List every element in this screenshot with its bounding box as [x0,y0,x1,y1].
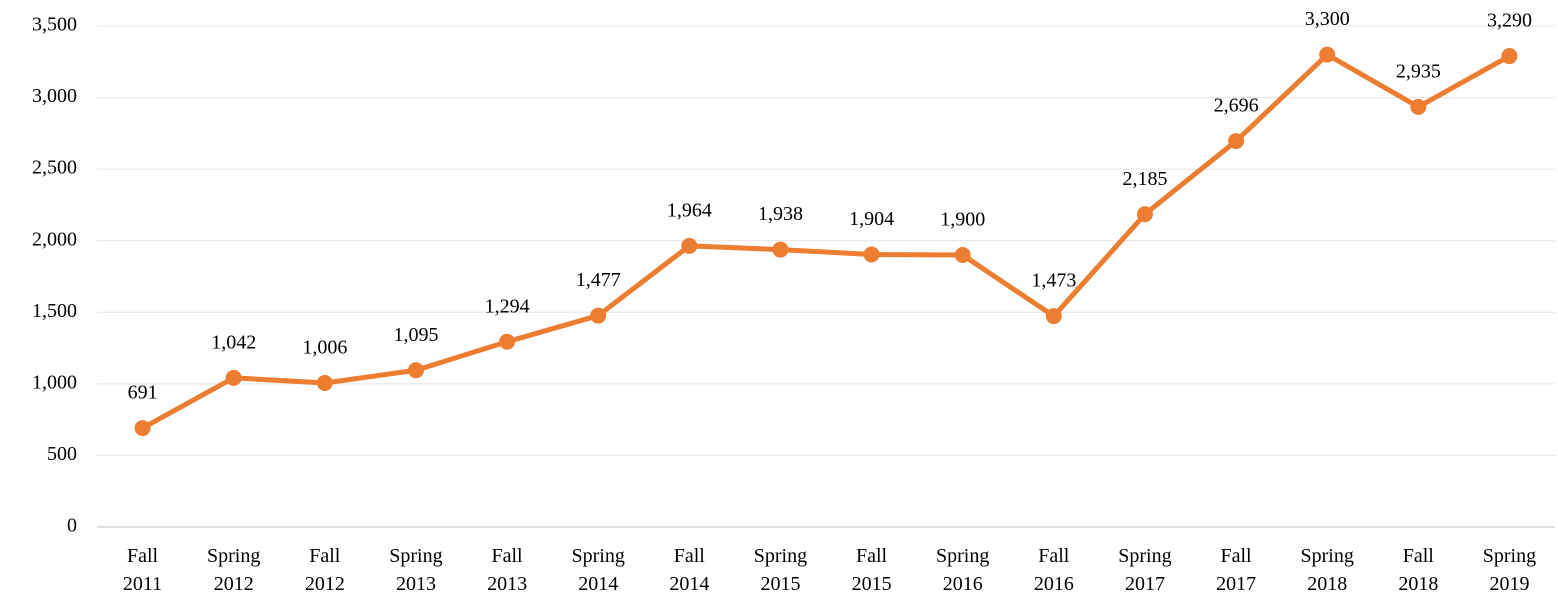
x-tick-label: Fall 2018 [1398,545,1438,595]
data-point [316,374,333,391]
x-tick-label: Spring 2013 [389,545,442,595]
data-point [772,241,789,258]
x-tick-label: Fall 2016 [1034,545,1074,595]
data-label: 1,006 [302,337,347,359]
data-point [863,246,880,263]
data-point [681,237,698,254]
x-tick-label: Fall 2017 [1216,545,1256,595]
data-label: 1,938 [758,203,803,225]
data-point [1410,98,1427,115]
x-tick-label: Fall 2011 [123,545,162,595]
data-label: 1,473 [1031,270,1076,292]
data-label: 3,300 [1305,8,1350,30]
x-tick-label: Fall 2014 [669,545,709,595]
data-point [590,307,607,324]
y-tick-label: 0 [67,515,77,537]
data-point [1319,46,1336,63]
x-tick-label: Spring 2014 [572,545,625,595]
data-point [1228,133,1245,150]
y-tick-label: 1,000 [32,371,77,393]
data-label: 1,964 [667,199,712,221]
data-label: 1,095 [393,324,438,346]
data-label: 1,294 [485,295,530,317]
data-label: 1,900 [940,209,985,231]
y-tick-label: 3,000 [32,85,77,107]
data-point [1136,206,1153,223]
data-label: 2,696 [1214,95,1259,117]
data-point [225,369,242,386]
data-label: 1,477 [576,269,621,291]
data-point [407,362,424,379]
data-label: 2,935 [1396,60,1441,82]
x-tick-label: Fall 2015 [852,545,892,595]
x-tick-label: Spring 2017 [1118,545,1171,595]
x-tick-label: Fall 2012 [305,545,345,595]
data-label: 1,042 [211,331,256,353]
data-label: 2,185 [1122,168,1167,190]
data-point [134,420,151,437]
data-point [499,333,516,350]
data-label: 1,904 [849,208,894,230]
y-tick-label: 2,000 [32,228,77,250]
y-tick-label: 3,500 [32,14,77,36]
x-tick-label: Fall 2013 [487,545,527,595]
x-tick-label: Spring 2016 [936,545,989,595]
y-tick-label: 500 [47,443,77,465]
x-tick-label: Spring 2019 [1483,545,1536,595]
data-point [954,247,971,264]
data-label: 3,290 [1487,10,1532,32]
y-tick-label: 1,500 [32,300,77,322]
y-tick-label: 2,500 [32,157,77,179]
x-tick-label: Spring 2012 [207,545,260,595]
data-point [1501,48,1518,65]
x-tick-label: Spring 2015 [754,545,807,595]
data-point [1045,308,1062,325]
data-line [141,52,1511,431]
data-label: 691 [128,382,158,404]
x-tick-label: Spring 2018 [1301,545,1354,595]
